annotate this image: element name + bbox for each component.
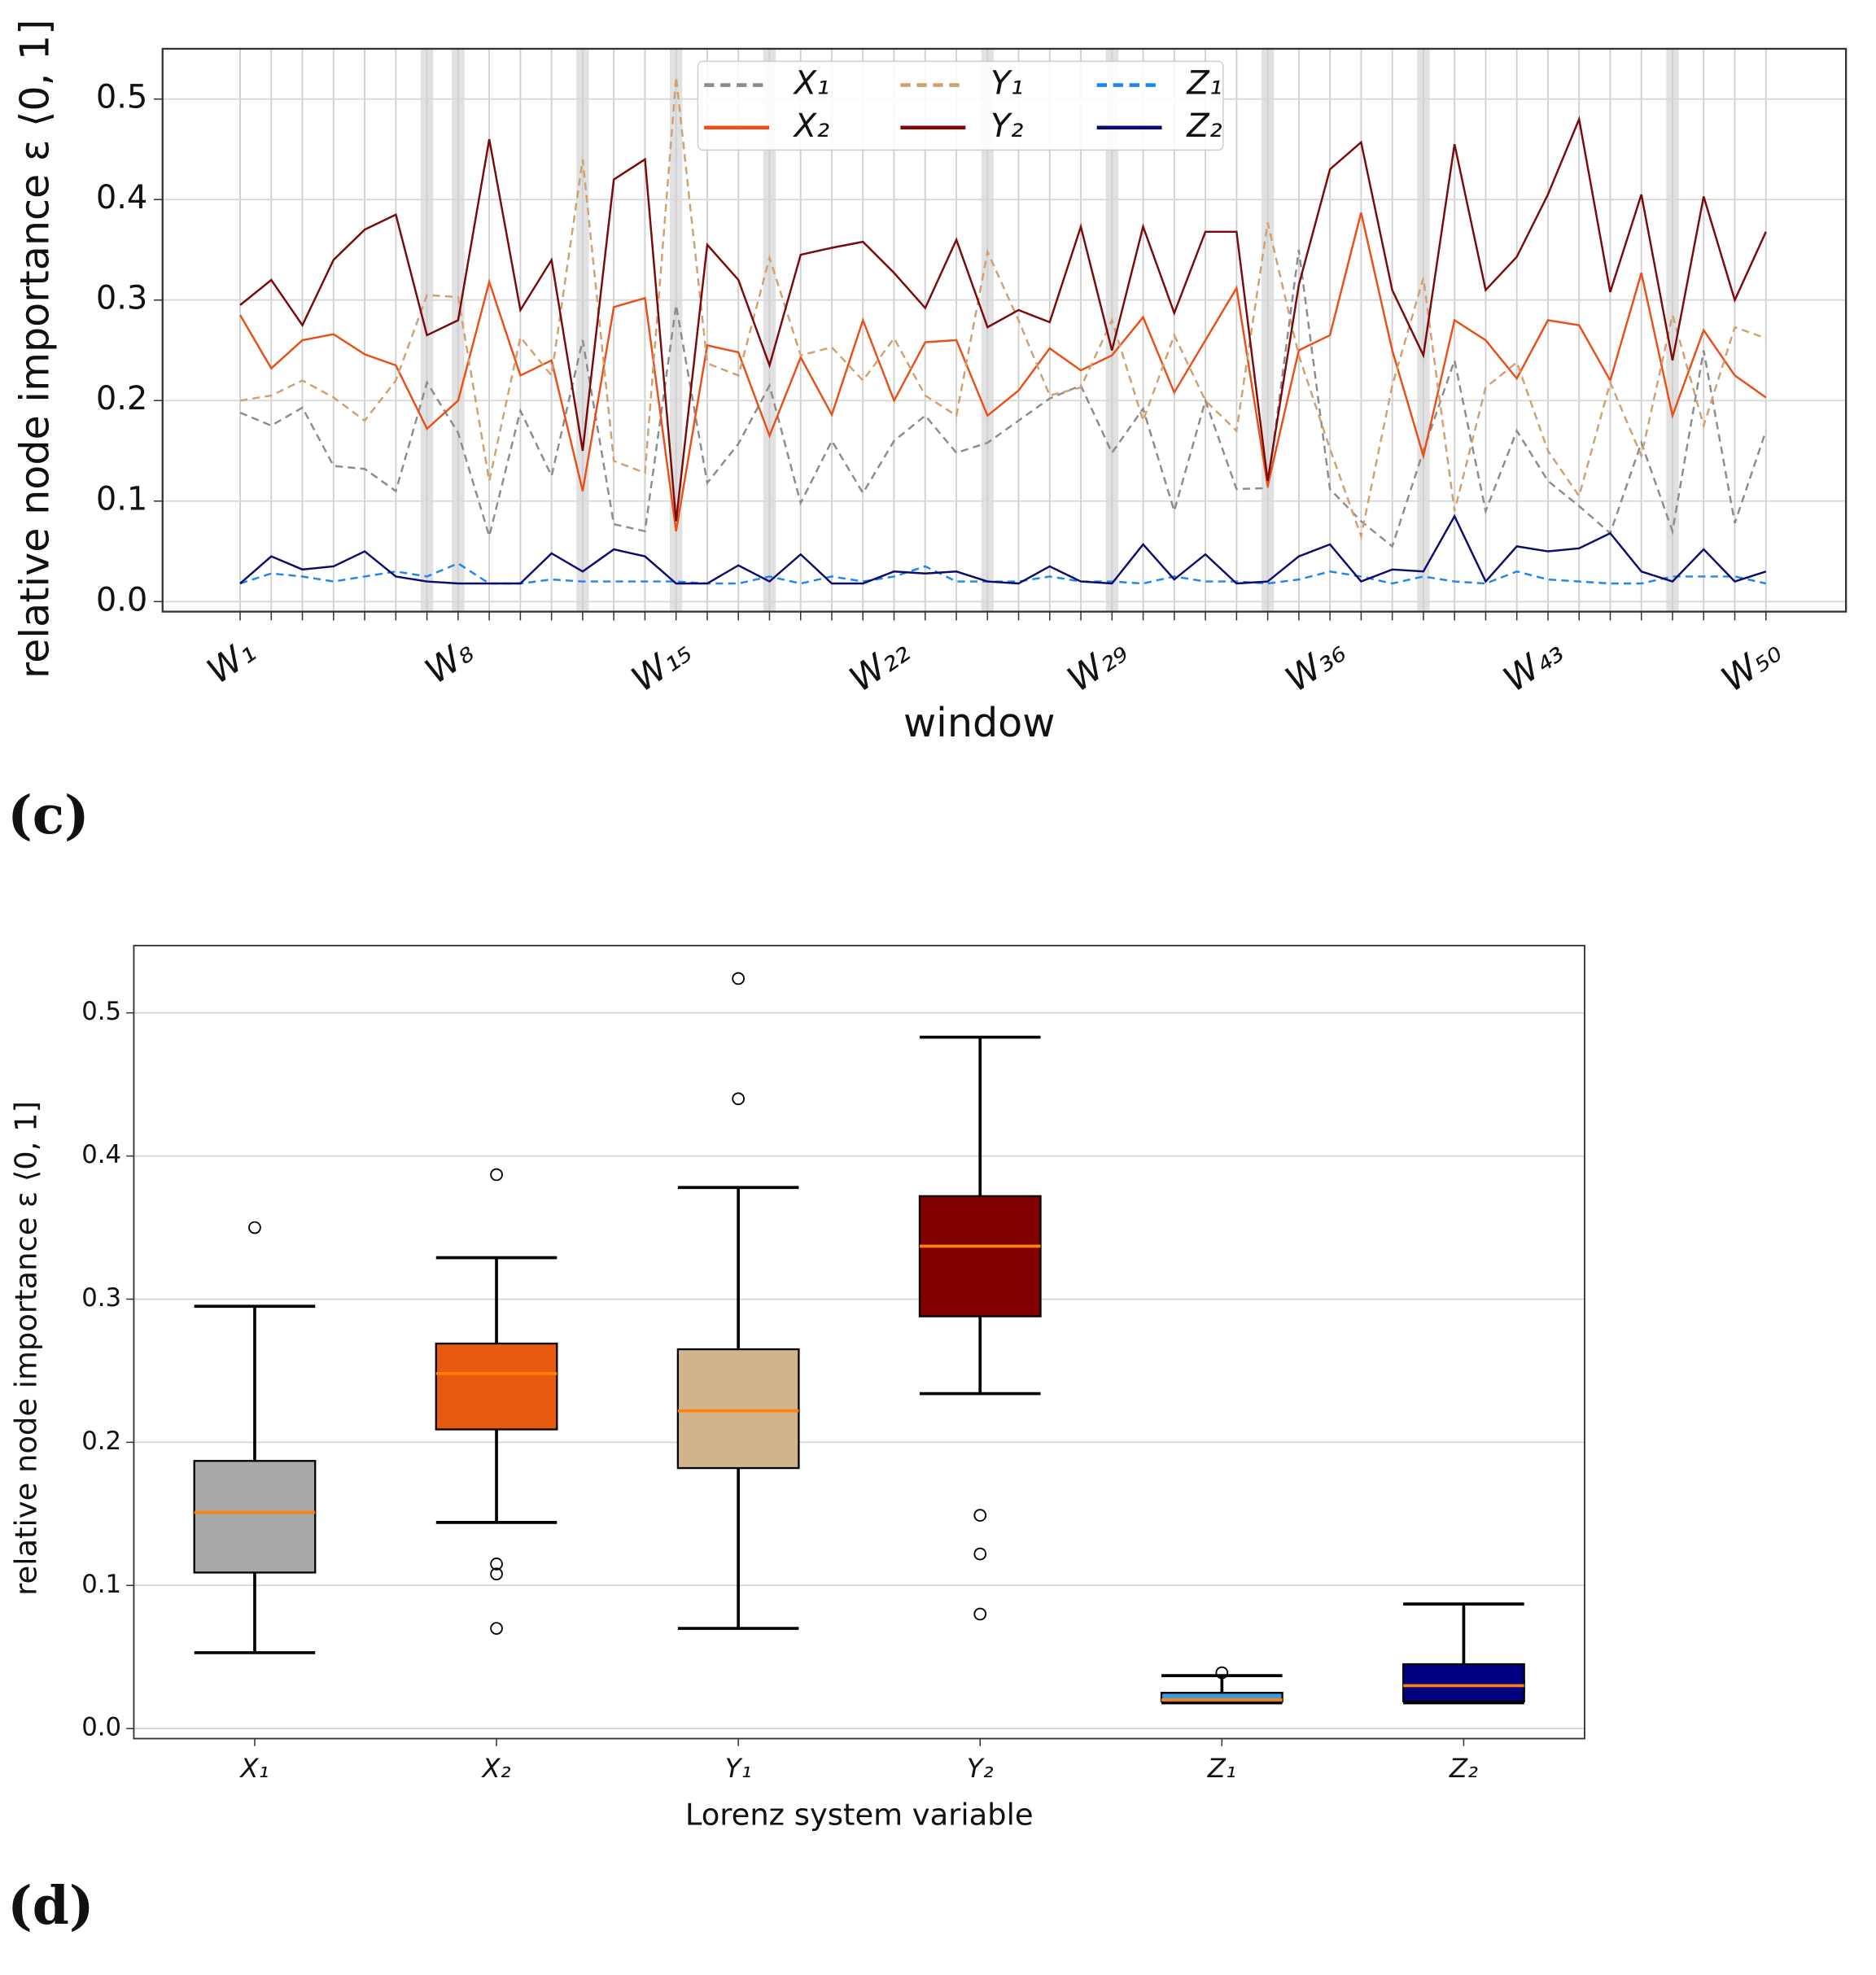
legend-label: Y₂ xyxy=(990,107,1023,145)
x-tick-label: W₁ xyxy=(200,631,264,692)
box xyxy=(676,1348,800,1470)
box xyxy=(193,1460,317,1574)
x-tick-label: Y₁ xyxy=(725,1753,752,1784)
x-tick-label: Z₂ xyxy=(1449,1753,1478,1784)
plot-area xyxy=(133,946,1585,1739)
x-tick-label: W₈ xyxy=(418,631,481,692)
outlier xyxy=(732,1092,745,1106)
outlier xyxy=(490,1622,503,1635)
x-tick-label: Y₂ xyxy=(967,1753,994,1784)
legend-label: Z₁ xyxy=(1186,65,1222,103)
series-line xyxy=(239,249,1767,548)
y-tick-label: 0.0 xyxy=(96,581,148,618)
legend-box xyxy=(697,60,1224,151)
x-tick-label: W₄₃ xyxy=(1496,631,1571,700)
y-tick-label: 0.4 xyxy=(96,179,148,216)
x-tick-label: W₅₀ xyxy=(1714,631,1789,700)
outlier xyxy=(732,972,745,985)
y-tick-label: 0.5 xyxy=(96,79,148,116)
panel-label: (d) xyxy=(7,1875,94,1937)
series-line xyxy=(239,513,1767,585)
y-tick-label: 0.4 xyxy=(81,1140,121,1169)
y-tick-label: 0.1 xyxy=(96,481,148,518)
box xyxy=(1402,1663,1525,1702)
box xyxy=(435,1342,558,1431)
x-tick-label: W₃₆ xyxy=(1279,631,1353,700)
box xyxy=(918,1195,1042,1317)
y-tick-label: 0.2 xyxy=(96,380,148,417)
outlier xyxy=(1215,1666,1229,1680)
outlier xyxy=(490,1558,503,1571)
y-axis-label: relative node importance ε ⟨0, 1] xyxy=(8,1101,43,1596)
outlier xyxy=(973,1509,987,1522)
series-line xyxy=(238,212,1767,531)
x-tick-label: Z₁ xyxy=(1207,1753,1236,1784)
outlier xyxy=(248,1221,261,1234)
y-tick-label: 0.0 xyxy=(81,1713,121,1742)
y-tick-label: 0.1 xyxy=(81,1570,121,1599)
outlier xyxy=(490,1567,503,1581)
series-line xyxy=(239,116,1767,522)
x-tick-label: X₂ xyxy=(481,1753,511,1784)
plot-frame xyxy=(161,47,1848,613)
x-axis-label: window xyxy=(903,699,1055,746)
outlier xyxy=(490,1168,503,1182)
y-tick-label: 0.2 xyxy=(81,1427,121,1456)
legend-label: X₂ xyxy=(793,107,829,145)
x-tick-label: W₂₉ xyxy=(1060,631,1135,700)
legend-label: Z₂ xyxy=(1186,107,1222,145)
outlier xyxy=(973,1607,987,1621)
x-axis-label: Lorenz system variable xyxy=(685,1797,1034,1832)
series-line xyxy=(239,76,1767,540)
x-tick-label: W₂₂ xyxy=(842,631,917,700)
outlier xyxy=(973,1547,987,1561)
legend-label: X₁ xyxy=(793,65,829,103)
x-tick-label: X₁ xyxy=(238,1753,269,1784)
plot-frame xyxy=(133,945,1585,1740)
y-tick-label: 0.3 xyxy=(96,280,148,317)
y-tick-label: 0.3 xyxy=(81,1283,121,1313)
legend-label: Y₁ xyxy=(990,65,1023,103)
x-tick-label: W₁₅ xyxy=(624,631,699,700)
y-tick-label: 0.5 xyxy=(81,997,121,1026)
panel-label: (c) xyxy=(7,784,89,846)
y-axis-label: relative node importance ε ⟨0, 1] xyxy=(11,20,59,679)
